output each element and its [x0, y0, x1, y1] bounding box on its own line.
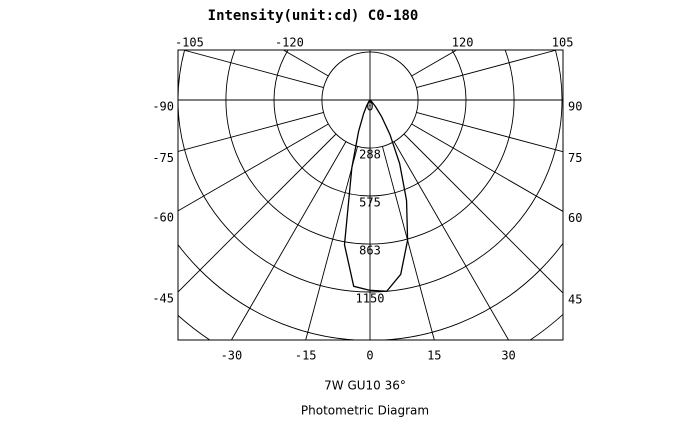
angle-tick-label: 30: [501, 349, 515, 363]
grid-line: [231, 141, 347, 340]
r-tick-label: 288: [359, 148, 381, 162]
angle-tick-label: 15: [427, 349, 441, 363]
angle-tick-label: 0: [366, 349, 373, 363]
angle-tick-label: -120: [275, 36, 304, 50]
angle-tick-label: 105: [552, 36, 574, 50]
r-tick-label: 0: [366, 100, 373, 114]
grid-line: [382, 146, 435, 340]
grid-line: [403, 133, 563, 294]
subtitle: 7W GU10 36°: [324, 379, 406, 393]
grid-line: [283, 50, 329, 77]
angle-tick-label: -45: [152, 292, 174, 306]
grid: [33, 0, 700, 437]
angle-tick-label: -30: [221, 349, 243, 363]
grid-line: [305, 146, 358, 340]
grid-line: [411, 50, 457, 77]
angle-tick-label: -60: [152, 210, 174, 224]
grid-line: [178, 112, 324, 152]
r-tick-label: 575: [359, 196, 381, 210]
angle-tick-label: -105: [175, 36, 204, 50]
angle-tick-label: 120: [452, 36, 474, 50]
angle-tick-label: 60: [568, 211, 582, 225]
grid-line: [178, 123, 329, 212]
grid-line: [411, 123, 563, 212]
grid-line: [416, 50, 557, 88]
angle-tick-label: -75: [152, 151, 174, 165]
angle-tick-label: -90: [152, 100, 174, 114]
r-tick-label: 1150: [356, 292, 385, 306]
intensity-curve: [343, 99, 409, 292]
chart-title: Intensity(unit:cd) C0-180: [208, 8, 419, 24]
grid-line: [393, 141, 509, 340]
angle-tick-label: 75: [568, 151, 582, 165]
caption: Photometric Diagram: [301, 404, 429, 418]
grid-line: [178, 133, 337, 293]
angle-tick-label: 45: [568, 293, 582, 307]
grid-ring: [33, 0, 700, 437]
r-tick-label: 863: [359, 244, 381, 258]
angle-tick-label: 90: [568, 100, 582, 114]
angle-tick-label: -15: [295, 349, 317, 363]
grid-line: [416, 112, 563, 153]
grid-line: [183, 50, 324, 88]
